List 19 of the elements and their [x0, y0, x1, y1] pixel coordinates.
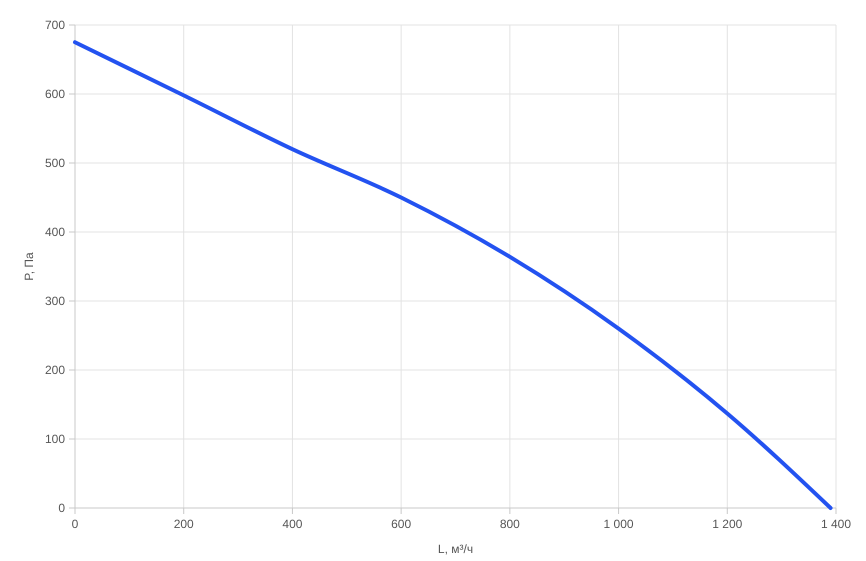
y-tick-label: 400: [44, 225, 66, 240]
x-tick-label: 1 000: [604, 517, 634, 531]
x-tick-label: 800: [500, 517, 520, 531]
y-tick-label: 200: [44, 363, 66, 378]
x-tick-label: 400: [282, 517, 303, 531]
y-tick-label: 600: [44, 87, 66, 102]
y-tick-label: 0: [58, 501, 66, 516]
y-tick-label: 700: [44, 18, 66, 32]
y-tick-label: 500: [44, 156, 66, 170]
x-tick-label: 1 200: [712, 517, 743, 531]
x-tick-label: 600: [391, 517, 412, 531]
y-tick-label: 100: [44, 432, 66, 446]
x-tick-label: 0: [72, 517, 79, 531]
x-tick-label: 200: [174, 517, 194, 531]
y-axis-title: P, Па: [22, 252, 36, 281]
x-tick-label: 1 400: [820, 517, 852, 531]
x-axis-title: L, м³/ч: [438, 542, 474, 556]
y-tick-label: 300: [44, 294, 66, 308]
line-series: [73, 40, 833, 510]
